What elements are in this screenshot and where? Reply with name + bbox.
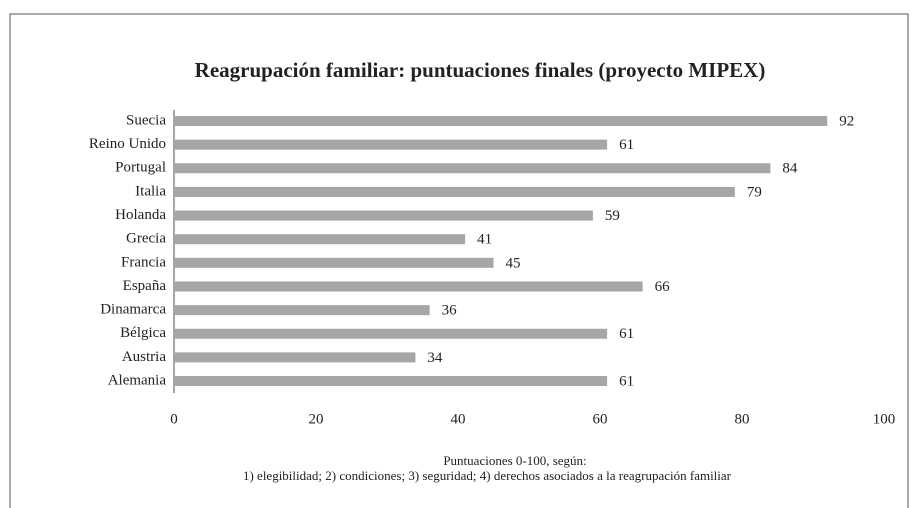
x-tick-label: 20 bbox=[309, 411, 324, 427]
data-label: 61 bbox=[619, 373, 634, 389]
bar bbox=[174, 163, 771, 174]
y-tick-label: Portugal bbox=[115, 160, 166, 176]
bar bbox=[174, 352, 416, 363]
data-label: 59 bbox=[605, 208, 620, 224]
bar bbox=[174, 210, 593, 221]
bar bbox=[174, 234, 466, 245]
x-tick-label: 40 bbox=[451, 411, 466, 427]
bar bbox=[174, 281, 643, 292]
data-label: 66 bbox=[655, 279, 671, 295]
frame bbox=[9, 13, 909, 508]
x-tick-label: 80 bbox=[735, 411, 750, 427]
y-tick-label: Bélgica bbox=[120, 325, 166, 341]
y-tick-label: Italia bbox=[135, 183, 166, 199]
bar bbox=[174, 139, 608, 150]
data-label: 41 bbox=[477, 232, 492, 248]
bar bbox=[174, 257, 494, 268]
bar bbox=[174, 186, 735, 197]
chart-title: Reagrupación familiar: puntuaciones fina… bbox=[195, 58, 766, 82]
bar bbox=[174, 305, 430, 316]
data-label: 61 bbox=[619, 326, 634, 342]
x-tick-label: 0 bbox=[170, 411, 178, 427]
data-label: 45 bbox=[506, 255, 521, 271]
x-axis-label: Puntuaciones 0-100, según: bbox=[443, 453, 586, 468]
data-label: 92 bbox=[839, 113, 854, 129]
y-tick-label: Dinamarca bbox=[100, 302, 166, 318]
data-label: 34 bbox=[427, 350, 443, 366]
x-tick-label: 60 bbox=[593, 411, 608, 427]
y-tick-label: Holanda bbox=[115, 207, 166, 223]
y-tick-label: Reino Unido bbox=[89, 136, 166, 152]
y-tick-label: España bbox=[123, 278, 167, 294]
bar bbox=[174, 116, 828, 126]
data-label: 61 bbox=[619, 137, 634, 153]
bar bbox=[174, 376, 608, 387]
y-tick-label: Suecia bbox=[126, 112, 166, 128]
y-tick-label: Alemania bbox=[108, 372, 167, 388]
bar bbox=[174, 328, 608, 339]
y-tick-label: Austria bbox=[122, 349, 167, 365]
data-label: 36 bbox=[442, 303, 458, 319]
x-tick-label: 100 bbox=[873, 411, 896, 427]
x-axis-label: 1) elegibilidad; 2) condiciones; 3) segu… bbox=[243, 468, 732, 483]
data-label: 79 bbox=[747, 184, 762, 200]
y-tick-label: Francia bbox=[121, 254, 166, 270]
data-label: 84 bbox=[782, 161, 798, 177]
y-tick-label: Grecia bbox=[126, 231, 166, 247]
